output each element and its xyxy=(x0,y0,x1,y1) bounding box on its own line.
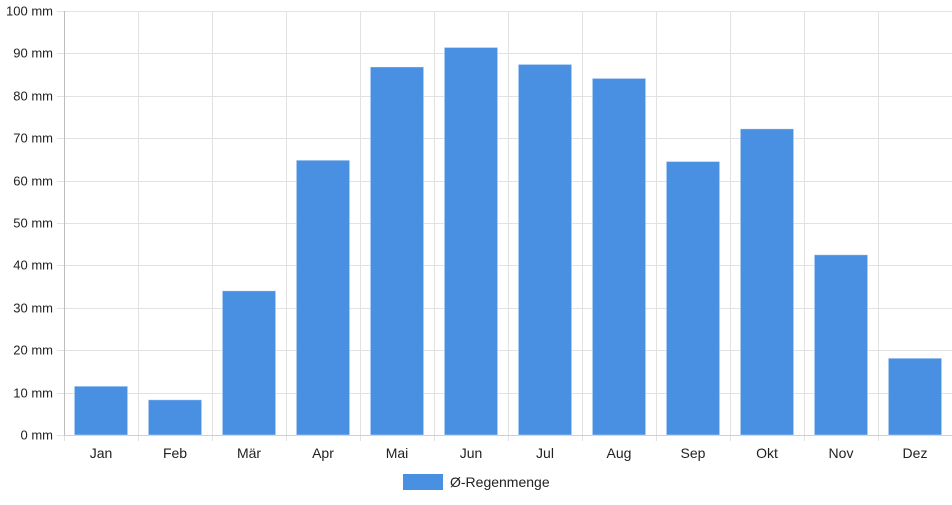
x-tick-label: Dez xyxy=(903,445,928,461)
legend[interactable]: Ø-Regenmenge xyxy=(403,474,550,490)
x-tick-label: Jan xyxy=(90,445,113,461)
bar-okt[interactable] xyxy=(739,128,795,436)
axes: 0 mm 10 mm 20 mm 30 mm 40 mm 50 mm 60 mm 70 mm 8… xyxy=(6,4,952,461)
x-tick-label: Mär xyxy=(237,445,261,461)
y-tick-label: 10 mm xyxy=(13,386,53,401)
y-tick-label: 80 mm xyxy=(13,89,53,104)
x-tick-label: Jul xyxy=(536,445,554,461)
bar-jul[interactable] xyxy=(517,63,573,436)
x-tick-label: Aug xyxy=(607,445,632,461)
x-tick-label: Nov xyxy=(829,445,854,461)
x-tick-label: Mai xyxy=(386,445,409,461)
legend-label[interactable]: Ø-Regenmenge xyxy=(450,474,550,490)
bar-mär[interactable] xyxy=(221,290,277,436)
y-tick-label: 30 mm xyxy=(13,301,53,316)
x-tick-label: Okt xyxy=(756,445,778,461)
y-tick-label: 70 mm xyxy=(13,131,53,146)
y-tick-label: 50 mm xyxy=(13,216,53,231)
y-tick-label: 20 mm xyxy=(13,343,53,358)
bar-dez[interactable] xyxy=(887,357,943,436)
bar-aug[interactable] xyxy=(591,77,647,436)
x-tick-label: Sep xyxy=(681,445,706,461)
bar-apr[interactable] xyxy=(295,159,351,436)
y-tick-label: 0 mm xyxy=(21,428,54,443)
y-tick-label: 100 mm xyxy=(6,4,53,19)
y-tick-label: 60 mm xyxy=(13,174,53,189)
x-tick-label: Jun xyxy=(460,445,483,461)
y-tick-label: 90 mm xyxy=(13,46,53,61)
bar-jun[interactable] xyxy=(443,46,499,436)
y-tick-label: 40 mm xyxy=(13,258,53,273)
x-tick-label: Feb xyxy=(163,445,187,461)
bars xyxy=(73,46,943,436)
bar-mai[interactable] xyxy=(369,66,425,436)
x-tick-label: Apr xyxy=(312,445,334,461)
bar-feb[interactable] xyxy=(147,399,203,436)
bar-nov[interactable] xyxy=(813,254,869,436)
bar-jan[interactable] xyxy=(73,385,129,436)
bar-sep[interactable] xyxy=(665,161,721,436)
legend-swatch[interactable] xyxy=(403,474,443,490)
